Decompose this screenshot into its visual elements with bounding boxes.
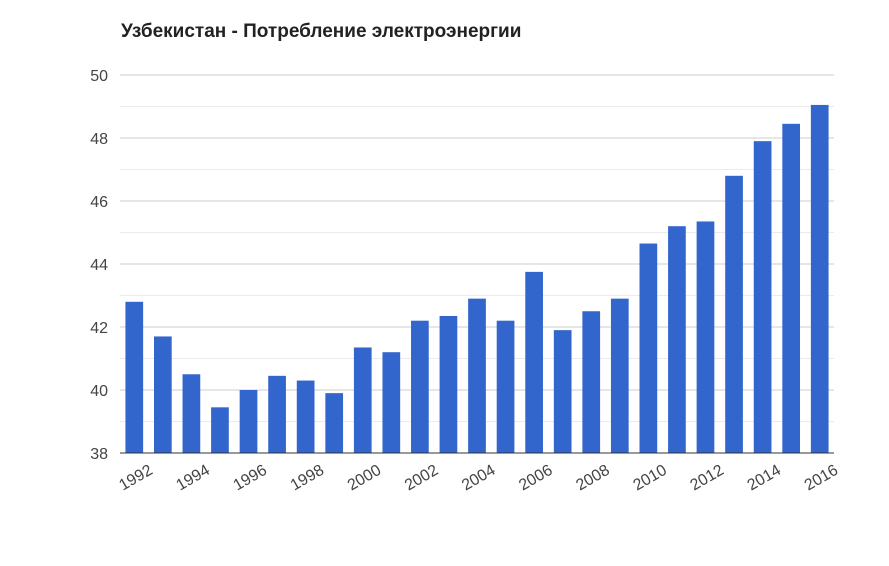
x-tick-label: 2004	[459, 462, 498, 495]
x-axis: 1992 1994 1996 1998 2000 2002 2004 2006 2008 2010…	[116, 452, 841, 495]
y-tick-label: 48	[90, 131, 108, 148]
bar-2015	[782, 123, 801, 453]
bar-2005	[496, 320, 515, 453]
bar-2007	[553, 330, 572, 453]
x-tick-label: 2006	[516, 462, 555, 495]
y-tick-label: 38	[90, 446, 108, 463]
bar-2002	[411, 320, 429, 453]
bar-2001	[382, 352, 401, 453]
bar-1998	[296, 380, 315, 453]
x-tick-label: 2014	[745, 462, 784, 495]
bar-2011	[668, 226, 686, 453]
x-tick-label: 2010	[630, 462, 669, 495]
x-tick-label: 1996	[231, 462, 270, 495]
chart-title: Узбекистан - Потребление электроэнергии	[121, 21, 522, 42]
x-tick-label: 1994	[173, 462, 212, 495]
bar-1999	[325, 393, 344, 453]
bar-1994	[182, 374, 201, 453]
bar-2014	[753, 141, 772, 453]
bar-2003	[439, 315, 458, 453]
bar-2004	[468, 298, 486, 453]
bar-2013	[725, 175, 743, 454]
bar-2009	[610, 298, 629, 453]
y-axis: 38 40 42 44 46 48 50	[90, 68, 108, 463]
bar-1995	[211, 407, 229, 453]
bar-2000	[353, 347, 372, 453]
x-tick-label: 2016	[802, 462, 841, 495]
bar-2012	[696, 221, 715, 453]
bar-1993	[153, 336, 172, 453]
x-tick-label: 2012	[688, 462, 727, 495]
bars	[125, 104, 829, 454]
bar-1996	[239, 390, 258, 453]
y-tick-label: 46	[90, 194, 108, 211]
y-tick-label: 44	[90, 257, 108, 274]
x-tick-label: 2008	[573, 462, 612, 495]
bar-2010	[639, 243, 658, 453]
bar-2008	[582, 311, 601, 453]
bar-1992	[125, 301, 144, 453]
y-tick-label: 40	[90, 383, 108, 400]
bar-2016	[810, 104, 829, 454]
x-tick-label: 1998	[288, 462, 327, 495]
x-tick-label: 2000	[345, 462, 384, 495]
bar-2006	[525, 271, 543, 453]
y-tick-label: 50	[90, 68, 108, 85]
x-tick-label: 2002	[402, 462, 441, 495]
bar-1997	[268, 375, 286, 453]
x-tick-label: 1992	[116, 462, 155, 495]
y-tick-label: 42	[90, 320, 108, 337]
